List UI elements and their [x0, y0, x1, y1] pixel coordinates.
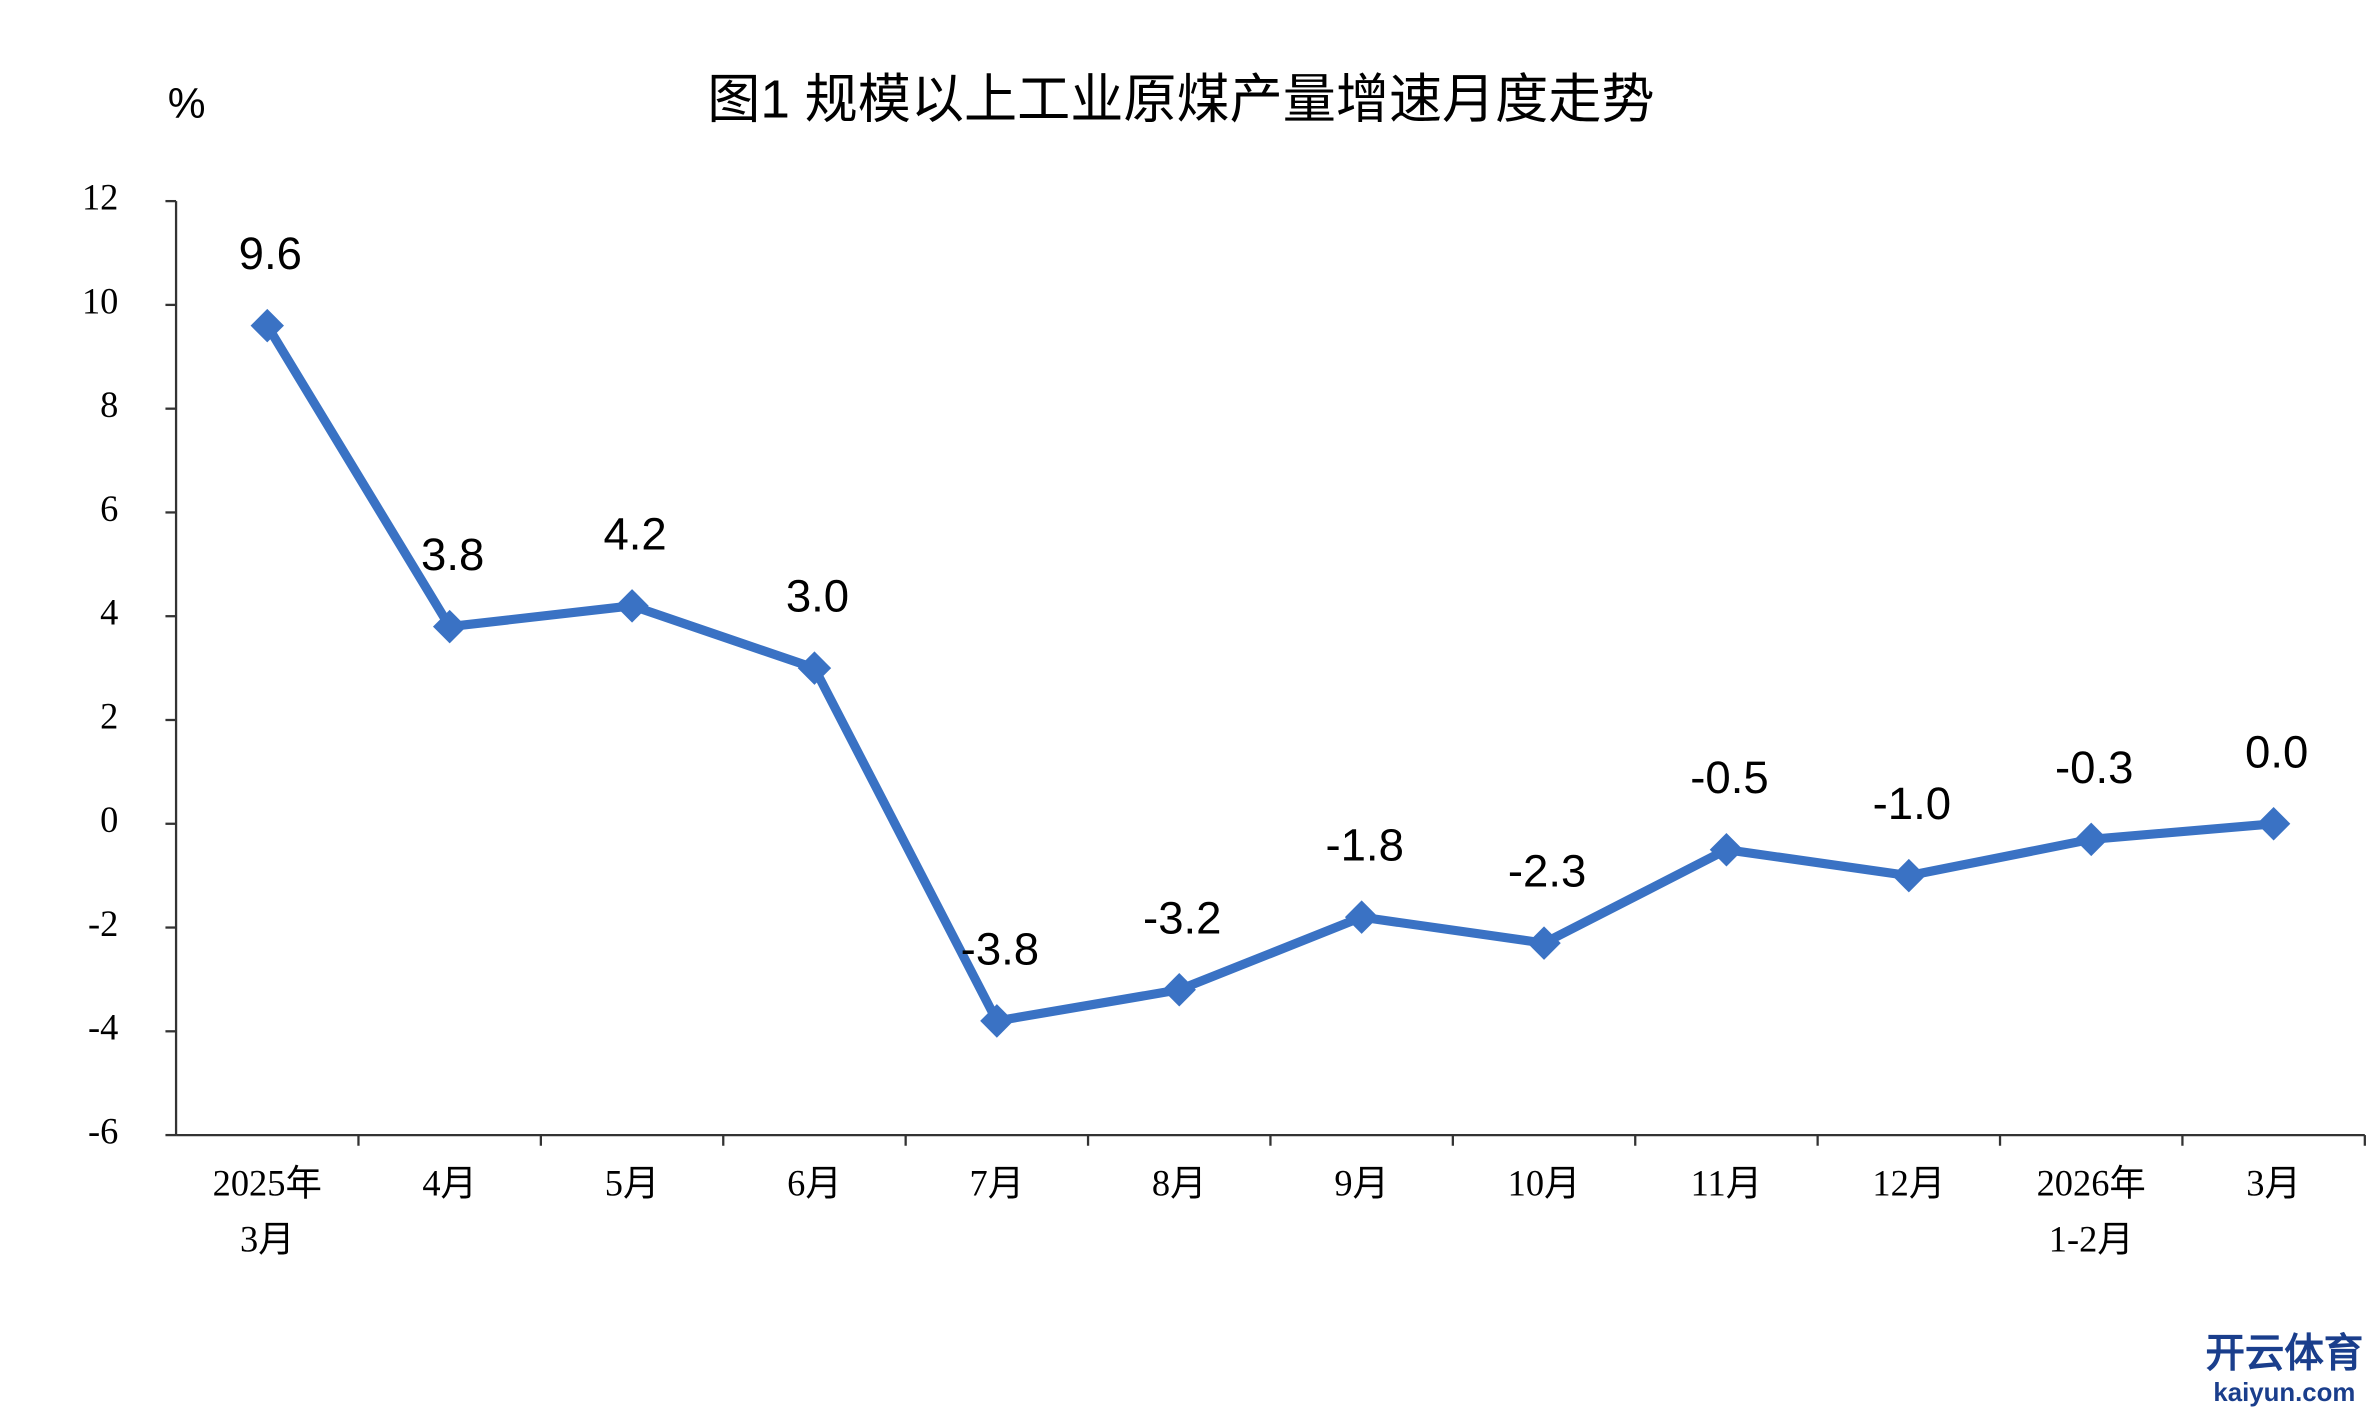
y-tick-label: 8: [100, 384, 118, 425]
marker: [615, 589, 649, 623]
value-label: 3.8: [421, 529, 484, 580]
watermark-brand: 开云体育: [2205, 1331, 2363, 1375]
x-tick-label: 3月: [2246, 1162, 2301, 1203]
value-label: 0.0: [2245, 726, 2308, 777]
value-label: -0.3: [2055, 742, 2133, 793]
value-label: -1.0: [1873, 778, 1951, 829]
x-tick-label: 5月: [605, 1162, 660, 1203]
y-tick-label: -4: [88, 1007, 118, 1048]
chart-title: 图1 规模以上工业原煤产量增速月度走势: [707, 71, 1654, 130]
marker: [1527, 926, 1561, 960]
x-tick-label: 9月: [1334, 1162, 1389, 1203]
value-label: 3.0: [786, 571, 849, 622]
y-tick-label: 2: [100, 695, 118, 736]
x-tick-label: 10月: [1508, 1162, 1581, 1203]
x-tick-label: 4月: [422, 1162, 477, 1203]
value-label: -2.3: [1508, 846, 1586, 897]
y-tick-label: 6: [100, 488, 118, 529]
y-tick-label: -6: [88, 1110, 118, 1151]
x-tick-label: 2025年: [213, 1162, 322, 1203]
watermark-site: kaiyun.com: [2213, 1379, 2355, 1407]
value-label: -3.8: [961, 923, 1039, 974]
x-tick-label: 12月: [1872, 1162, 1945, 1203]
value-label: -3.2: [1143, 892, 1221, 943]
marker: [2074, 822, 2108, 857]
marker: [980, 1004, 1014, 1038]
marker: [1892, 858, 1926, 893]
marker: [1344, 900, 1379, 934]
x-tick-label: 2026年: [2037, 1162, 2146, 1203]
y-tick-label: 12: [82, 176, 118, 217]
y-unit: %: [168, 80, 206, 128]
marker: [2256, 807, 2291, 841]
value-label: 9.6: [239, 228, 302, 279]
value-label: -1.8: [1325, 820, 1403, 871]
marker: [797, 651, 832, 685]
x-tick-label: 7月: [970, 1162, 1025, 1203]
x-tick-label: 11月: [1691, 1162, 1762, 1203]
x-tick-label: 8月: [1152, 1162, 1207, 1203]
marker: [1709, 832, 1744, 867]
y-tick-label: 0: [100, 799, 118, 840]
marker: [432, 609, 467, 644]
data-line: [263, 323, 2275, 1026]
marker: [1162, 973, 1196, 1007]
value-label: -0.5: [1690, 752, 1768, 803]
x-tick-label: 6月: [787, 1162, 842, 1203]
x-tick-label: 1-2月: [2049, 1219, 2134, 1260]
y-tick-label: -2: [88, 903, 118, 944]
y-tick-label: 10: [82, 280, 118, 321]
value-label: 4.2: [603, 508, 666, 559]
x-tick-label: 3月: [240, 1219, 295, 1260]
y-tick-label: 4: [100, 592, 118, 633]
